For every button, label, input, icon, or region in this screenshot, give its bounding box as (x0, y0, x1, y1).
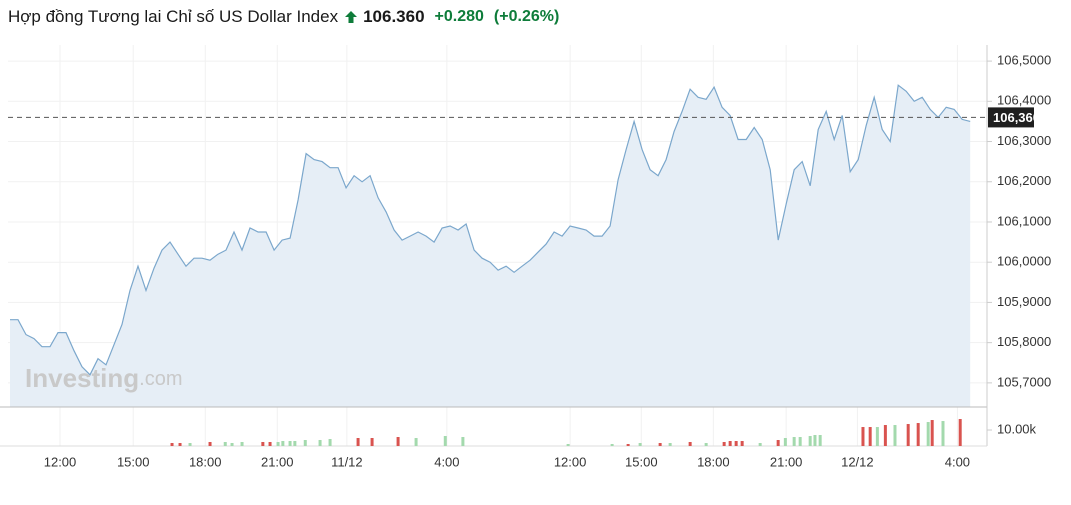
volume-bar (276, 442, 280, 446)
volume-bar (370, 438, 374, 446)
volume-bar (792, 437, 796, 446)
y-tick-label: 105,7000 (997, 374, 1051, 389)
x-tick-label: 4:00 (434, 454, 459, 469)
volume-bar (328, 439, 332, 446)
volume-bar (728, 441, 732, 446)
volume-bar (740, 441, 744, 446)
volume-bar (941, 421, 945, 446)
y-tick-label: 106,2000 (997, 173, 1051, 188)
y-tick-label: 106,1000 (997, 213, 1051, 228)
x-tick-label: 12:00 (554, 454, 587, 469)
volume-bar (293, 441, 297, 446)
volume-bar (443, 436, 447, 446)
volume-bar (958, 419, 962, 446)
volume-bar (461, 437, 465, 446)
watermark: Investing.com (25, 363, 182, 393)
volume-bar (798, 437, 802, 446)
price: 106.360 (363, 7, 425, 26)
y-tick-label: 106,3000 (997, 133, 1051, 148)
header: Hợp đồng Tương lai Chỉ số US Dollar Inde… (8, 7, 559, 27)
volume-bar (688, 442, 692, 446)
x-tick-label: 4:00 (945, 454, 970, 469)
volume-bar (861, 427, 865, 446)
volume-bar (875, 427, 879, 446)
volume-bar (638, 443, 642, 446)
volume-bar (566, 444, 570, 446)
volume-bar (230, 443, 234, 446)
volume-bar (734, 441, 738, 446)
volume-bar (188, 443, 192, 446)
volume-bar (414, 438, 418, 446)
volume-bar (356, 438, 360, 446)
x-tick-label: 18:00 (189, 454, 222, 469)
x-tick-label: 15:00 (625, 454, 658, 469)
x-tick-label: 21:00 (261, 454, 294, 469)
volume-bar (916, 423, 920, 446)
price-line (10, 84, 971, 376)
volume-bar (170, 443, 174, 446)
y-tick-label: 106,4000 (997, 93, 1051, 108)
volume-bar (610, 444, 614, 446)
volume-bar (178, 443, 182, 446)
volume-bar (396, 437, 400, 446)
volume-bar (261, 442, 265, 446)
volume-bar (883, 425, 887, 446)
volume-bar (268, 442, 272, 446)
x-tick-label: 15:00 (117, 454, 150, 469)
volume-bar (668, 443, 672, 446)
x-tick-label: 18:00 (697, 454, 730, 469)
volume-bar (893, 425, 897, 446)
x-tick-label: 12/12 (841, 454, 874, 469)
volume-bar (906, 424, 910, 446)
up-arrow (345, 11, 358, 23)
volume-bar (626, 444, 630, 446)
y-tick-label: 105,8000 (997, 334, 1051, 349)
volume-bar (208, 442, 212, 446)
volume-bar (223, 442, 227, 446)
volume-bar (318, 440, 322, 446)
volume-bar (303, 440, 307, 446)
last-price-label: 106,3600 (993, 110, 1047, 125)
volume-bar (930, 420, 934, 446)
title: Hợp đồng Tương lai Chỉ số US Dollar Inde… (8, 7, 339, 26)
volume-bar (758, 443, 762, 446)
volume-bar (808, 436, 812, 446)
volume-bar (868, 427, 872, 446)
y-tick-label: 106,0000 (997, 254, 1051, 269)
volume-bar (818, 435, 822, 446)
last-price-box (988, 107, 1034, 128)
volume-bar (240, 442, 244, 446)
volume-bar (281, 441, 285, 446)
change-pct: (+0.26%) (493, 8, 560, 25)
volume-bar (926, 422, 930, 446)
x-tick-label: 11/12 (331, 454, 363, 469)
volume-tick-label: 10.00k (997, 421, 1037, 436)
x-tick-label: 21:00 (770, 454, 803, 469)
change: +0.280 (434, 8, 484, 25)
volume-bar (704, 443, 708, 446)
price-area (10, 85, 971, 407)
volume-bar (722, 442, 726, 446)
watermark-brand: Investing (25, 363, 139, 393)
volume-bar (813, 435, 817, 446)
watermark-domain: .com (139, 368, 182, 390)
volume-bar (783, 438, 787, 446)
volume-bar (658, 443, 662, 446)
y-tick-label: 106,5000 (997, 53, 1051, 68)
volume-bar (288, 441, 292, 446)
y-tick-label: 105,9000 (997, 294, 1051, 309)
volume-bar (776, 440, 780, 446)
x-tick-label: 12:00 (44, 454, 77, 469)
